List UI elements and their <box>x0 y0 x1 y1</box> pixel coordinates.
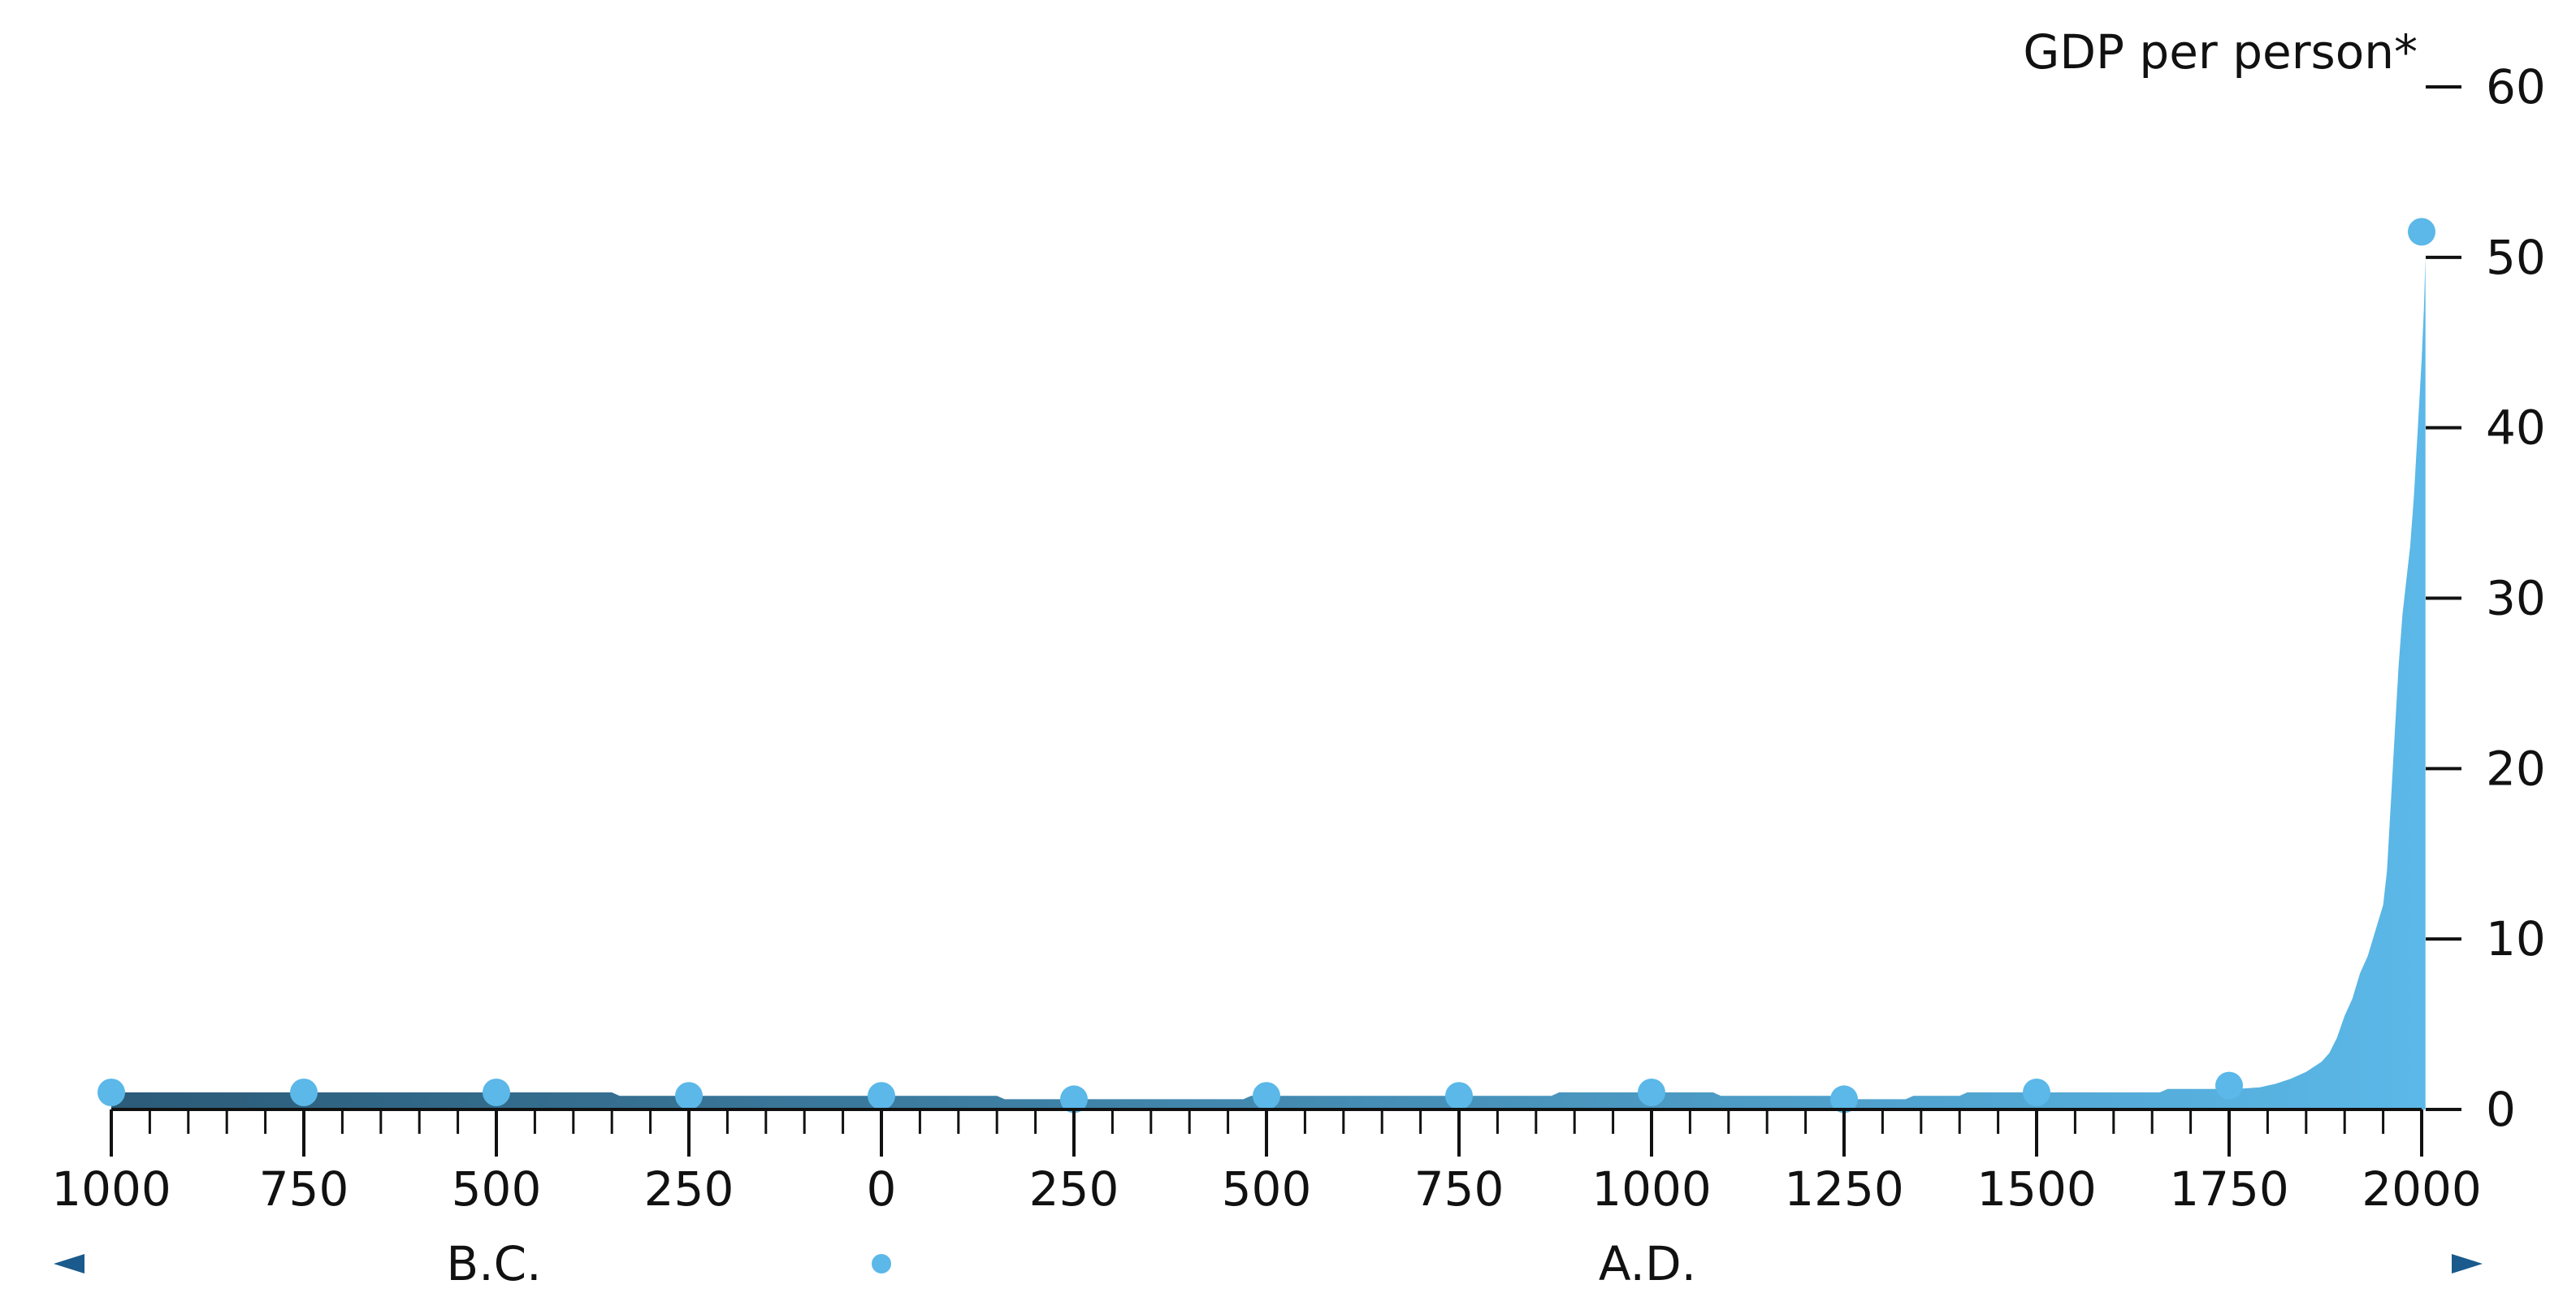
era-label-bc: B.C. <box>446 1236 541 1291</box>
x-tick-label: 0 <box>867 1161 897 1217</box>
x-tick-label: 250 <box>644 1161 734 1217</box>
data-point-9 <box>1830 1085 1858 1114</box>
x-tick-label: 1250 <box>1784 1161 1904 1217</box>
x-tick-label: 750 <box>259 1161 349 1217</box>
x-axis: 1000 750 500 250 0 250 500 750 1000 1250 1500 1750 2… <box>51 1108 2482 1217</box>
x-tick-label: 1750 <box>2169 1161 2289 1217</box>
y-tick-label: 50 <box>2486 230 2546 285</box>
area-series <box>111 257 2426 1109</box>
x-tick-label: 750 <box>1414 1161 1504 1217</box>
data-point-4 <box>868 1082 895 1110</box>
x-tick-label: 500 <box>1222 1161 1312 1217</box>
data-point-12 <box>2408 218 2435 246</box>
y-axis-title: GDP per person* <box>2023 24 2418 80</box>
y-tick-label: 30 <box>2486 571 2546 626</box>
y-tick-label: 60 <box>2486 59 2546 115</box>
area-series-path <box>111 257 2426 1109</box>
y-tick-label: 20 <box>2486 741 2546 796</box>
y-tick-label: 40 <box>2486 400 2546 456</box>
data-point-8 <box>1638 1079 1665 1107</box>
era-label-ad: A.D. <box>1599 1236 1696 1291</box>
x-tick-label: 1000 <box>1591 1161 1712 1217</box>
data-point-11 <box>2215 1071 2243 1100</box>
data-point-10 <box>2023 1079 2050 1107</box>
data-point-1 <box>290 1079 318 1107</box>
era-arrow-left <box>54 1254 84 1274</box>
data-point-6 <box>1253 1082 1280 1110</box>
era-axis: B.C. A.D. <box>54 1236 2483 1291</box>
era-origin-dot <box>872 1254 891 1274</box>
x-tick-label: 250 <box>1029 1161 1119 1217</box>
y-axis: 0 10 20 30 40 50 60 <box>2426 59 2546 1137</box>
data-point-7 <box>1445 1082 1473 1110</box>
x-tick-label: 1500 <box>1976 1161 2097 1217</box>
y-tick-label: 10 <box>2486 911 2546 967</box>
data-point-3 <box>675 1082 703 1110</box>
x-tick-label: 1000 <box>51 1161 171 1217</box>
x-tick-label: 500 <box>452 1161 542 1217</box>
y-tick-label: 0 <box>2486 1082 2516 1137</box>
data-point-2 <box>483 1079 510 1107</box>
data-point-0 <box>97 1079 125 1107</box>
data-point-5 <box>1060 1085 1088 1114</box>
x-tick-label: 2000 <box>2362 1161 2482 1217</box>
era-arrow-right <box>2452 1254 2483 1274</box>
data-markers <box>97 218 2435 1114</box>
